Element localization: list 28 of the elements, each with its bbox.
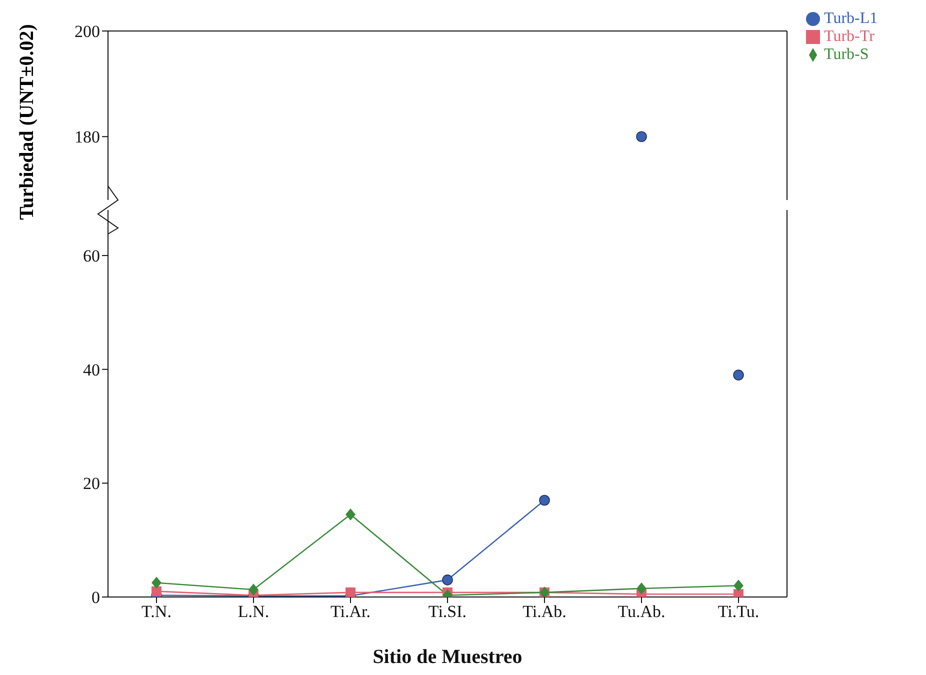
y-tick-label: 60 xyxy=(83,246,100,266)
point xyxy=(636,582,646,594)
x-tick-label: Ti.Ar. xyxy=(330,602,371,622)
y-tick-label: 20 xyxy=(83,474,100,494)
y-tick-label: 180 xyxy=(74,128,100,147)
point xyxy=(152,576,162,589)
legend-label: Turb-S xyxy=(824,46,869,63)
point xyxy=(346,587,356,597)
point xyxy=(248,584,258,596)
y-tick-label: 40 xyxy=(83,360,100,380)
point xyxy=(346,508,356,520)
legend-label: Turb-L1 xyxy=(824,10,878,27)
x-tick-label: Ti.SI. xyxy=(428,602,467,622)
x-tick-label: Tu.Ab. xyxy=(618,602,666,622)
y-axis-title: Turbiedad (UNT±0.02) xyxy=(16,23,39,222)
point xyxy=(442,574,453,586)
x-axis-title: Sitio de Muestreo xyxy=(372,646,522,668)
point xyxy=(152,586,162,596)
point xyxy=(734,580,744,592)
y-tick-label: 0 xyxy=(92,588,100,608)
legend-label: Turb-Tr xyxy=(824,28,874,45)
x-tick-label: Ti.Tu. xyxy=(718,602,760,622)
x-tick-label: T.N. xyxy=(142,602,172,622)
x-tick-label: L.N. xyxy=(238,602,270,622)
y-tick-label: 200 xyxy=(74,22,100,42)
point xyxy=(733,370,744,380)
x-tick-label: Ti.Ab. xyxy=(522,602,566,622)
point xyxy=(539,494,550,506)
